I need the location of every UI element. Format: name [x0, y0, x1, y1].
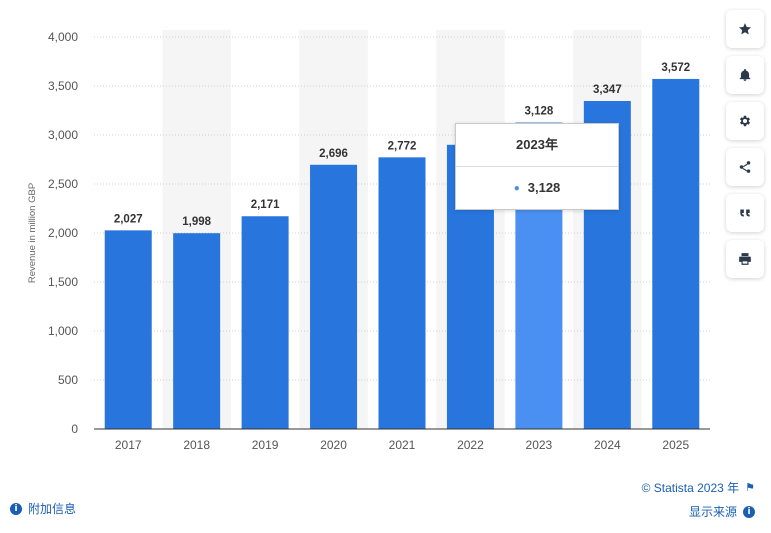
x-tick-label: 2020 — [320, 438, 347, 452]
flag-icon: ⚑ — [745, 482, 755, 494]
tooltip-title: 2023年 — [456, 124, 618, 167]
y-axis-label: Revenue in million GBP — [27, 183, 38, 283]
data-label: 2,027 — [114, 213, 143, 225]
info-icon: i — [10, 502, 22, 515]
show-source-link[interactable]: 显示来源 i — [689, 503, 755, 520]
bar[interactable] — [652, 78, 700, 429]
tooltip-series-marker: ● — [513, 183, 520, 194]
share-icon — [739, 161, 751, 173]
tooltip-value: 3,128 — [527, 180, 561, 195]
chart-bars — [104, 78, 700, 430]
y-tick-label: 0 — [71, 422, 78, 436]
bar[interactable] — [241, 216, 289, 429]
data-label: 1,998 — [182, 216, 211, 228]
bar[interactable] — [104, 230, 152, 429]
y-tick-label: 2,000 — [48, 226, 78, 240]
data-label: 3,128 — [524, 105, 553, 117]
y-tick-label: 500 — [58, 373, 78, 387]
favorite-button[interactable] — [726, 10, 764, 48]
x-tick-label: 2024 — [594, 438, 621, 452]
y-tick-label: 1,500 — [48, 275, 78, 289]
gear-icon — [739, 115, 751, 127]
x-tick-label: 2017 — [115, 438, 142, 452]
y-axis-ticks: 0 500 1,000 1,500 2,000 2,500 3,000 3,500 4,000 — [48, 30, 78, 436]
star-icon — [739, 23, 751, 35]
data-labels: 2,027 1,998 2,171 2,696 2,772 3,128 3,347 3,572 — [114, 62, 690, 228]
quote-icon — [740, 209, 750, 217]
x-axis-ticks: 2017 2018 2019 2020 2021 2022 2023 2024 2025 — [115, 438, 690, 452]
chart-tooltip: 2023年 ● 3,128 — [455, 123, 619, 210]
print-icon — [739, 253, 751, 265]
x-tick-label: 2023 — [526, 438, 553, 452]
bar[interactable] — [310, 164, 358, 430]
notification-button[interactable] — [726, 56, 764, 94]
show-source-label: 显示来源 — [688, 505, 737, 519]
info-icon: i — [743, 505, 755, 518]
y-tick-label: 2,500 — [48, 177, 78, 191]
side-toolbar — [726, 10, 764, 286]
cite-button[interactable] — [726, 194, 764, 232]
copyright-link[interactable]: © Statista 2023 年 ⚑ — [642, 479, 755, 496]
x-tick-label: 2018 — [183, 438, 210, 452]
data-label: 2,696 — [319, 148, 348, 160]
data-label: 3,572 — [661, 62, 690, 74]
x-tick-label: 2019 — [252, 438, 279, 452]
share-button[interactable] — [726, 148, 764, 186]
bell-icon — [739, 68, 751, 81]
additional-info-label: 附加信息 — [28, 502, 77, 516]
data-label: 2,171 — [251, 199, 280, 211]
additional-info-link[interactable]: i 附加信息 — [10, 500, 76, 517]
y-tick-label: 4,000 — [48, 30, 78, 44]
y-tick-label: 3,500 — [48, 79, 78, 93]
settings-button[interactable] — [726, 102, 764, 140]
x-tick-label: 2025 — [662, 438, 689, 452]
y-tick-label: 3,000 — [48, 128, 78, 142]
bar[interactable] — [378, 157, 426, 429]
print-button[interactable] — [726, 240, 764, 278]
copyright-label: © Statista 2023 年 — [641, 481, 740, 495]
data-label: 2,772 — [388, 140, 417, 152]
bar[interactable] — [173, 233, 221, 429]
x-tick-label: 2022 — [457, 438, 484, 452]
y-tick-label: 1,000 — [48, 324, 78, 338]
x-tick-label: 2021 — [389, 438, 416, 452]
data-label: 3,347 — [593, 84, 622, 96]
tooltip-row: ● 3,128 — [456, 167, 618, 209]
